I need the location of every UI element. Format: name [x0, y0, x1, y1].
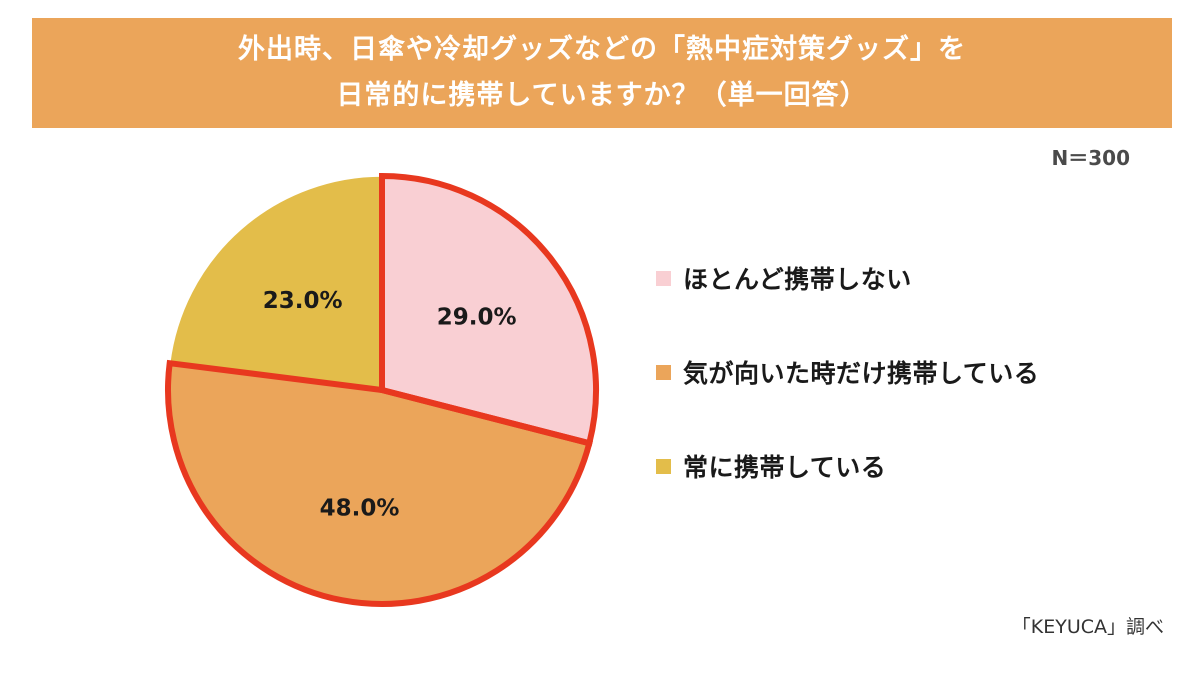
chart-title-line-2: 日常的に携帯していますか？（単一回答） [336, 80, 868, 111]
chart-title-line-1: 外出時、日傘や冷却グッズなどの「熱中症対策グッズ」を [238, 34, 966, 65]
legend-label-sometimes: 気が向いた時だけ携帯している [683, 359, 1040, 388]
legend-item-sometimes: 気が向いた時だけ携帯している [656, 352, 1039, 392]
source-note: 「KEYUCA」調べ [1011, 616, 1164, 638]
data-label-rarely: 29.0% [437, 305, 517, 331]
pie-data-labels: 29.0% 48.0% 23.0% [263, 288, 517, 522]
data-label-sometimes: 48.0% [320, 496, 400, 522]
sample-size: N＝300 [1051, 146, 1131, 170]
legend-label-always: 常に携帯している [683, 453, 887, 482]
pie-outline-rarely [379, 172, 599, 447]
pie-outline-sometimes [165, 359, 593, 607]
legend-swatch-always [656, 458, 671, 474]
legend: ほとんど携帯しない 気が向いた時だけ携帯している 常に携帯している [656, 258, 1039, 540]
legend-item-always: 常に携帯している [656, 446, 1039, 486]
legend-swatch-rarely [656, 270, 671, 286]
legend-swatch-sometimes [656, 364, 671, 380]
legend-label-rarely: ほとんど携帯しない [683, 265, 912, 294]
title-banner: 外出時、日傘や冷却グッズなどの「熱中症対策グッズ」を 日常的に携帯していますか？… [32, 18, 1172, 128]
pie-slice-always [168, 175, 383, 391]
data-label-always: 23.0% [263, 288, 343, 314]
pie-slices [167, 175, 597, 605]
pie-highlight-outline [165, 172, 599, 607]
legend-item-rarely: ほとんど携帯しない [656, 258, 1039, 298]
